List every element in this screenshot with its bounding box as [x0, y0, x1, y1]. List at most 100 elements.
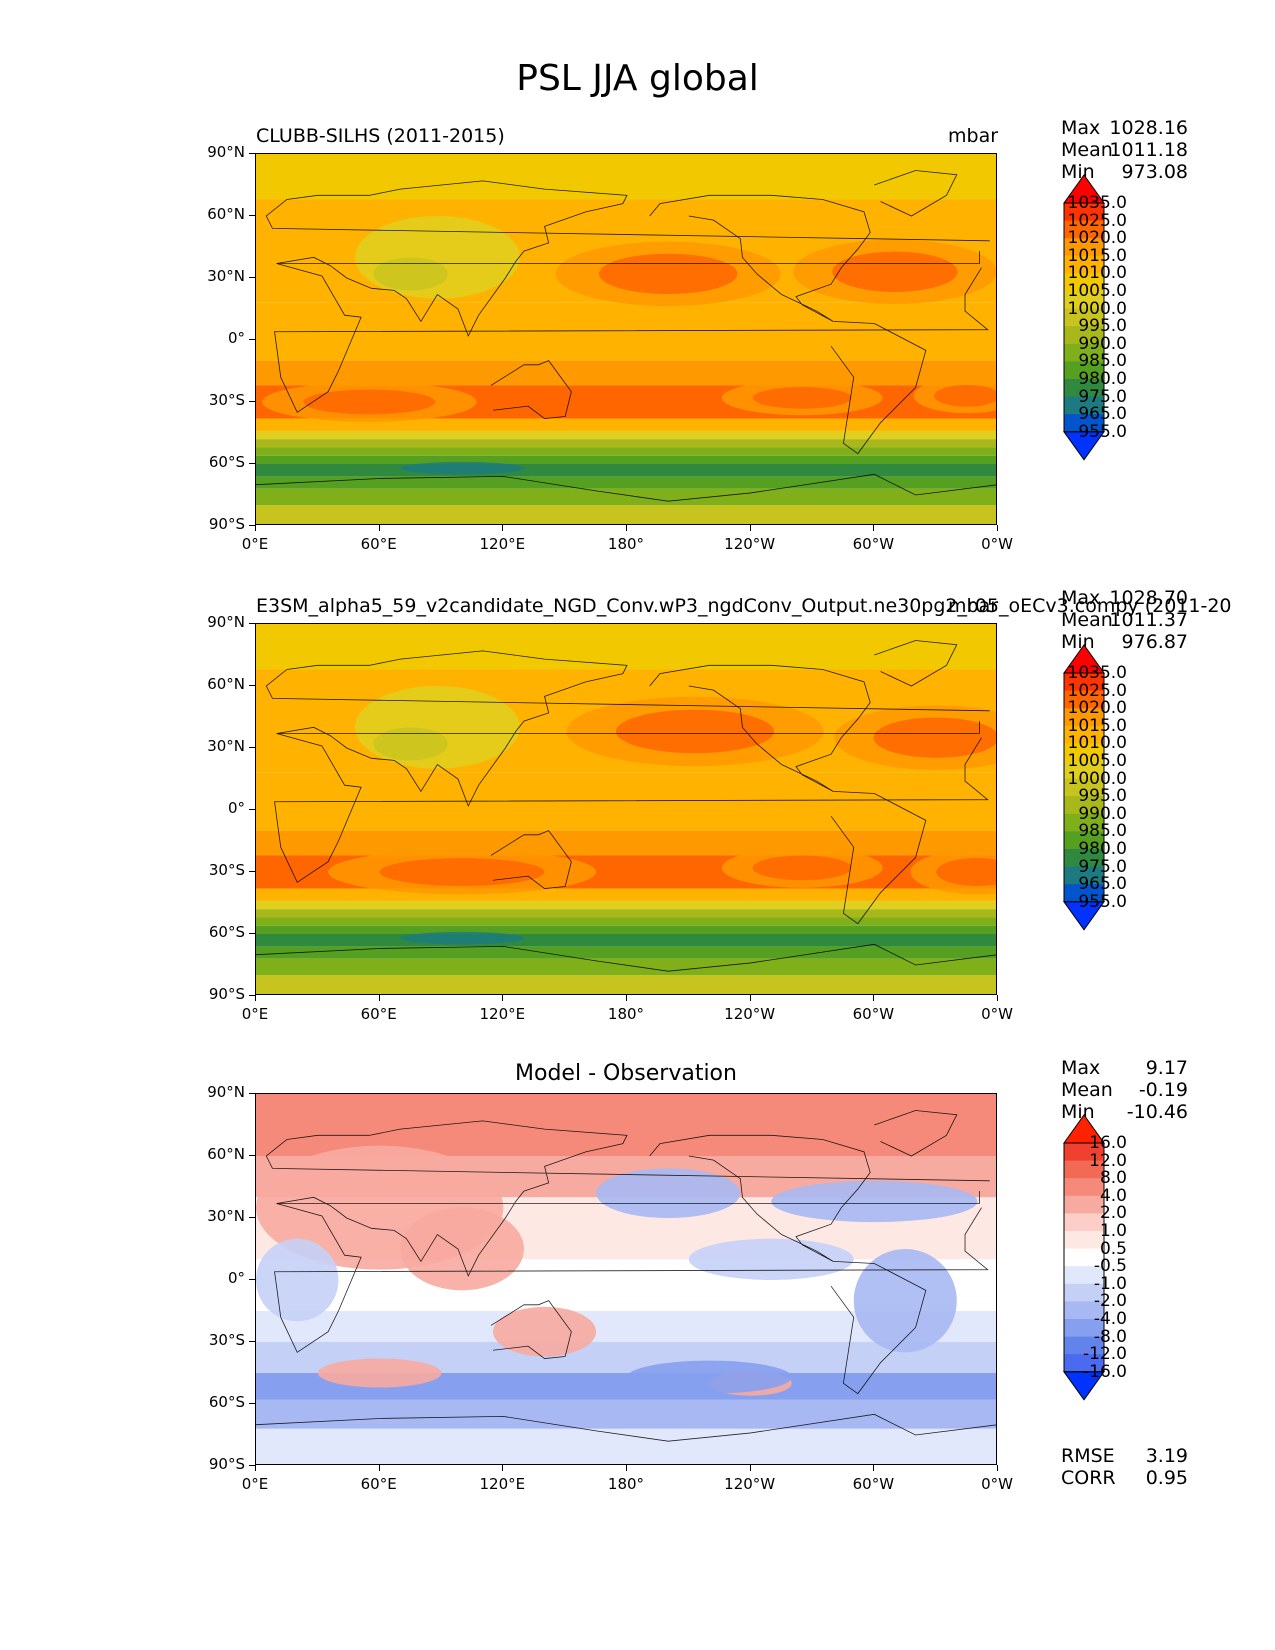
- y-tick-label: 90°N: [207, 1083, 245, 1101]
- y-tick-label: 30°N: [207, 737, 245, 755]
- y-tick-label: 0°: [227, 329, 245, 347]
- y-tick-label: 30°S: [208, 861, 245, 879]
- colorbar-tick-label: 1000.0: [1067, 298, 1127, 319]
- x-tick-mark: [255, 1465, 256, 1471]
- colorbar-tick-label: 965.0: [1078, 404, 1127, 425]
- colorbar-2: [1063, 1114, 1105, 1401]
- colorbar-1: [1063, 644, 1105, 931]
- stat-value: 1011.18: [1109, 139, 1188, 161]
- main-title: PSL JJA global: [516, 58, 759, 99]
- stat-value: 973.08: [1121, 161, 1188, 183]
- colorbar-tick-label: 1.0: [1099, 1221, 1127, 1241]
- y-tick-label: 90°S: [208, 515, 245, 533]
- x-tick-mark: [502, 525, 504, 531]
- contour-field: [256, 154, 996, 524]
- y-tick-mark: [249, 1279, 255, 1280]
- x-tick-label: 180°: [607, 535, 645, 553]
- colorbar-0: [1063, 174, 1105, 461]
- colorbar-tick-label: 16.0: [1089, 1133, 1127, 1153]
- y-tick-mark: [249, 1403, 255, 1404]
- colorbar-tick-label: -8.0: [1093, 1326, 1127, 1347]
- colorbar-tick-label: -4.0: [1093, 1309, 1127, 1329]
- stat-value: 1028.16: [1109, 117, 1188, 139]
- panel-title: CLUBB-SILHS (2011-2015): [256, 125, 505, 147]
- stat-label: Mean: [1061, 609, 1113, 631]
- y-tick-mark: [249, 995, 255, 996]
- x-tick-mark: [502, 1465, 504, 1471]
- stat-value: 1028.70: [1109, 587, 1188, 609]
- x-tick-label: 60°E: [360, 535, 397, 553]
- y-tick-label: 60°S: [208, 1393, 245, 1411]
- y-tick-mark: [249, 1217, 255, 1218]
- colorbar-tick-label: -0.5: [1093, 1256, 1127, 1277]
- x-tick-label: 0°W: [981, 535, 1013, 553]
- panel-title: Model - Observation: [515, 1061, 737, 1086]
- colorbar-tick-label: 980.0: [1078, 839, 1127, 859]
- x-tick-mark: [626, 525, 627, 531]
- map-panel-2: [255, 1093, 997, 1465]
- y-tick-mark: [249, 1341, 255, 1342]
- colorbar-tick-label: 4.0: [1099, 1185, 1127, 1206]
- x-tick-label: 60°E: [360, 1475, 397, 1493]
- colorbar-tick-label: -16.0: [1083, 1361, 1127, 1382]
- y-tick-mark: [249, 933, 255, 934]
- y-tick-label: 90°S: [208, 1455, 245, 1473]
- map-panel-1: [255, 623, 997, 995]
- y-tick-mark: [249, 401, 255, 402]
- stat-value: -10.46: [1126, 1101, 1188, 1123]
- panel-title: E3SM_alpha5_59_v2candidate_NGD_Conv.wP3_…: [256, 595, 1232, 617]
- y-tick-label: 0°: [227, 1269, 245, 1287]
- x-tick-mark: [255, 525, 256, 531]
- colorbar-tick-label: 1035.0: [1067, 663, 1127, 683]
- colorbar-tick-label: 965.0: [1078, 874, 1127, 895]
- metric-value: 0.95: [1145, 1467, 1188, 1489]
- colorbar-tick-label: 1025.0: [1067, 680, 1127, 701]
- colorbar-tick-label: 1005.0: [1067, 281, 1127, 301]
- x-tick-mark: [873, 1465, 875, 1471]
- stat-label: Max: [1061, 587, 1101, 609]
- y-tick-label: 30°S: [208, 1331, 245, 1349]
- units-label: mbar: [948, 595, 999, 617]
- colorbar-tick-label: 12.0: [1089, 1150, 1127, 1171]
- x-tick-mark: [502, 995, 504, 1001]
- colorbar-tick-label: 1005.0: [1067, 751, 1127, 771]
- stat-label: Mean: [1061, 1079, 1113, 1101]
- x-tick-mark: [378, 525, 380, 531]
- x-tick-mark: [749, 995, 751, 1001]
- x-tick-mark: [749, 1465, 751, 1471]
- colorbar-tick-label: 2.0: [1099, 1203, 1127, 1224]
- metric-value: 3.19: [1145, 1445, 1188, 1467]
- x-tick-mark: [378, 1465, 380, 1471]
- x-tick-label: 0°E: [241, 535, 269, 553]
- contour-field: [256, 624, 996, 994]
- y-tick-mark: [249, 1093, 255, 1094]
- y-tick-label: 30°N: [207, 267, 245, 285]
- y-tick-mark: [249, 871, 255, 872]
- y-tick-mark: [249, 277, 255, 278]
- x-tick-label: 120°W: [724, 1475, 776, 1493]
- y-tick-label: 60°N: [207, 205, 245, 223]
- y-tick-mark: [249, 215, 255, 216]
- x-tick-label: 0°W: [981, 1475, 1013, 1493]
- y-tick-label: 0°: [227, 799, 245, 817]
- y-tick-label: 60°S: [208, 453, 245, 471]
- x-tick-label: 180°: [607, 1005, 645, 1023]
- y-tick-label: 90°N: [207, 613, 245, 631]
- x-tick-mark: [626, 995, 627, 1001]
- y-tick-mark: [249, 463, 255, 464]
- x-tick-mark: [997, 1465, 998, 1471]
- colorbar-tick-label: -12.0: [1083, 1344, 1127, 1365]
- colorbar-tick-label: 955.0: [1078, 891, 1127, 912]
- y-tick-mark: [249, 1465, 255, 1466]
- x-tick-label: 60°W: [852, 535, 895, 553]
- stat-value: 976.87: [1121, 631, 1188, 653]
- y-tick-mark: [249, 525, 255, 526]
- x-tick-mark: [749, 525, 751, 531]
- y-tick-label: 90°S: [208, 985, 245, 1003]
- colorbar-tick-label: 0.5: [1099, 1238, 1127, 1259]
- x-tick-mark: [378, 995, 380, 1001]
- x-tick-label: 120°E: [479, 535, 526, 553]
- x-tick-label: 0°E: [241, 1475, 269, 1493]
- stat-value: 1011.37: [1109, 609, 1188, 631]
- colorbar-tick-label: 1020.0: [1067, 228, 1127, 249]
